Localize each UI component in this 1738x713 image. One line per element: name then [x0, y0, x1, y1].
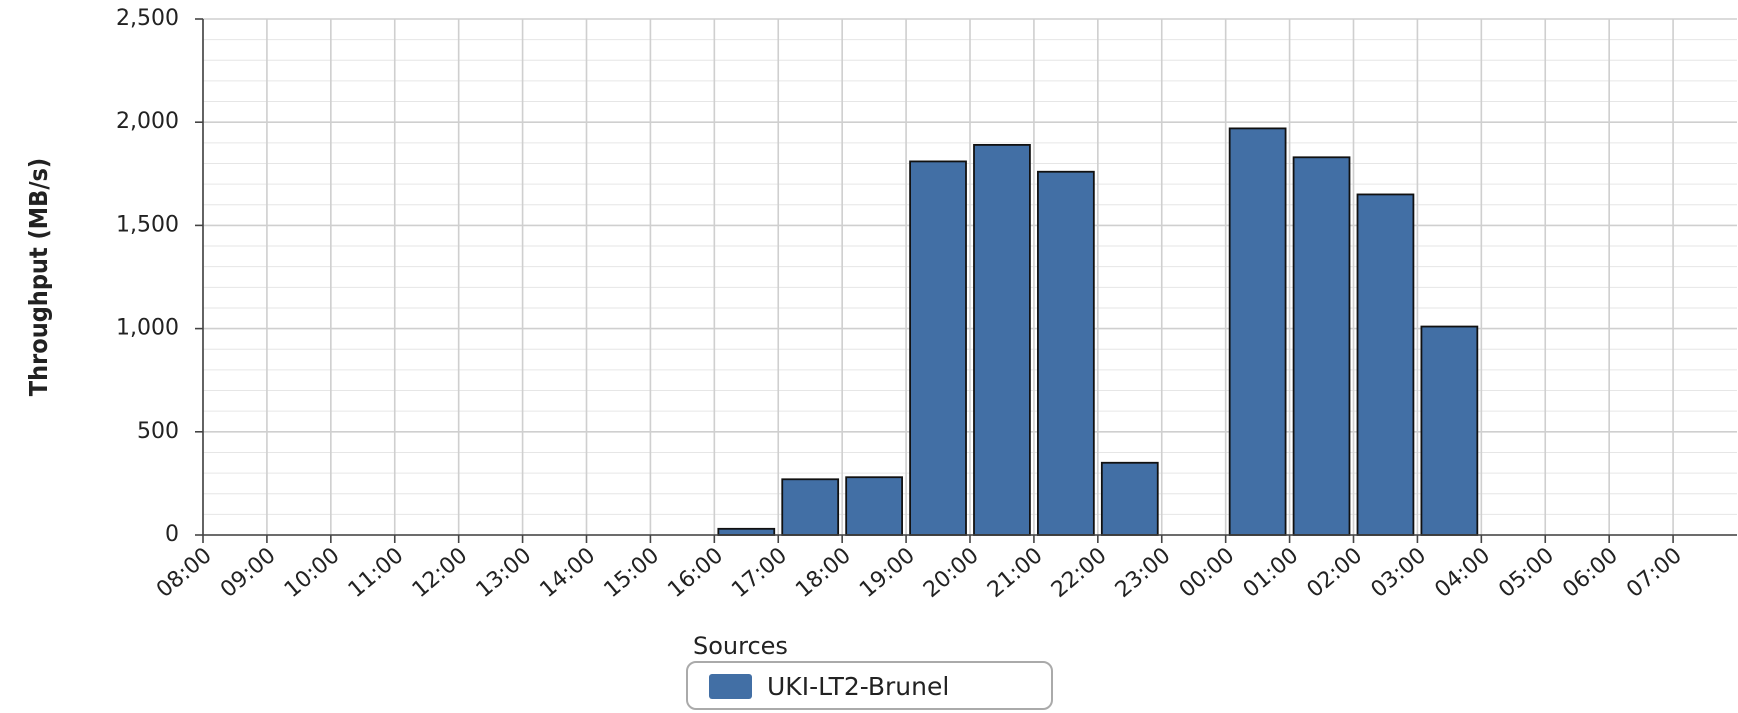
- bar: [909, 160, 967, 536]
- x-tick-label: 05:00: [1494, 543, 1559, 603]
- legend-title: Sources: [693, 632, 788, 660]
- bar: [781, 478, 840, 536]
- y-tick-label: 1,000: [116, 316, 179, 341]
- x-tick-label: 07:00: [1622, 543, 1687, 603]
- x-tick-label: 23:00: [1111, 543, 1176, 603]
- legend-swatch: [709, 674, 752, 699]
- x-tick-label: 12:00: [408, 543, 473, 603]
- y-axis-label: Throughput (MB/s): [24, 158, 53, 396]
- x-tick-label: 16:00: [663, 543, 728, 603]
- x-tick-label: 09:00: [216, 543, 281, 603]
- x-tick-label: 03:00: [1366, 543, 1431, 603]
- bar: [1228, 127, 1287, 536]
- x-tick-label: 17:00: [727, 543, 792, 603]
- x-tick-label: 08:00: [152, 543, 217, 603]
- y-tick-label: 0: [165, 522, 179, 547]
- legend-label: UKI-LT2-Brunel: [767, 672, 949, 701]
- x-tick-label: 14:00: [536, 543, 601, 603]
- x-tick-label: 21:00: [983, 543, 1048, 603]
- bar: [1037, 170, 1095, 536]
- x-tick-label: 06:00: [1558, 543, 1623, 603]
- x-tick-label: 02:00: [1303, 543, 1368, 603]
- x-tick-label: 04:00: [1430, 543, 1495, 603]
- bar: [1420, 325, 1479, 536]
- bar: [845, 476, 903, 536]
- bar: [1100, 461, 1159, 536]
- x-tick-label: 13:00: [472, 543, 537, 603]
- x-tick-label: 15:00: [599, 543, 664, 603]
- x-tick-label: 10:00: [280, 543, 345, 603]
- x-tick-label: 22:00: [1047, 543, 1112, 603]
- x-tick-label: 19:00: [855, 543, 920, 603]
- bar: [973, 144, 1031, 536]
- y-tick-label: 2,500: [116, 6, 179, 31]
- x-tick-label: 11:00: [344, 543, 409, 603]
- bar: [1356, 193, 1415, 536]
- x-tick-label: 18:00: [791, 543, 856, 603]
- y-tick-label: 2,000: [116, 109, 179, 134]
- bar: [717, 527, 776, 536]
- x-tick-label: 01:00: [1239, 543, 1304, 603]
- y-tick-label: 1,500: [116, 212, 179, 237]
- bar: [1292, 156, 1351, 536]
- x-tick-label: 20:00: [919, 543, 984, 603]
- x-tick-label: 00:00: [1175, 543, 1240, 603]
- legend-box: [686, 661, 1053, 710]
- y-tick-label: 500: [137, 419, 179, 444]
